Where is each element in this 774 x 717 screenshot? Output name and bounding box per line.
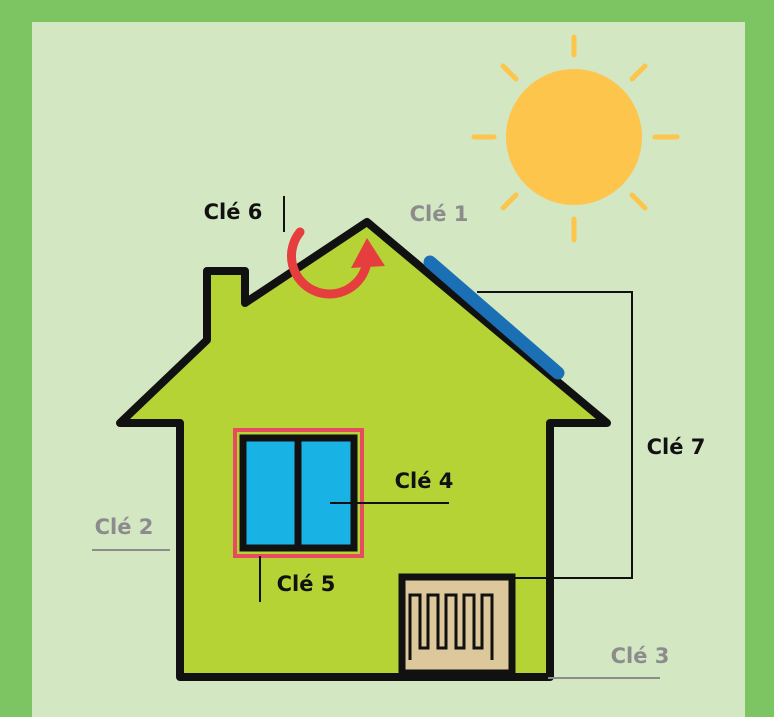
label: Clé 5 (277, 572, 336, 596)
label: Clé 1 (410, 202, 469, 226)
label: Clé 4 (395, 469, 454, 493)
label: Clé 3 (611, 644, 670, 668)
diagram: Clé 6 Clé 1 Clé 7 Clé 4 Clé 5 Clé 2 Clé … (0, 0, 774, 717)
window (235, 430, 362, 556)
radiator (402, 577, 512, 673)
label: Clé 6 (204, 200, 263, 224)
label: Clé 7 (647, 435, 706, 459)
label: Clé 2 (95, 515, 154, 539)
